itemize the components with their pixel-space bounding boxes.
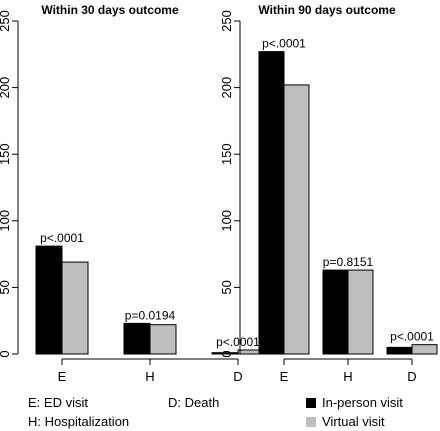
chart-0-bar-E-virtual <box>61 261 89 355</box>
chart-1-y-tick-label-2: 100 <box>219 210 234 232</box>
chart-1-bar-D-in-person <box>386 346 413 355</box>
chart-0-y-tick-label-0: 0 <box>0 350 12 357</box>
chart-0-y-tick-label-2: 100 <box>0 210 12 232</box>
chart-1-pvalue-H: p=0.8151 <box>323 255 374 269</box>
chart-1-bar-D-virtual <box>411 344 438 355</box>
legend-item-in-person: In-person visit <box>306 395 403 411</box>
chart-0-bar-H-in-person <box>123 322 151 355</box>
chart-0-title: Within 30 days outcome <box>41 3 179 17</box>
chart-1-bar-E-virtual <box>283 84 310 355</box>
chart-1-pvalue-E: p<.0001 <box>262 37 306 51</box>
chart-1-x-label-D: D <box>407 369 416 384</box>
chart-1-pvalue-D: p<.0001 <box>390 330 434 344</box>
legend-swatch-virtual <box>306 417 316 427</box>
legend-abbrev-h: H: Hospitalization <box>28 414 129 430</box>
legend-abbrev-d: D: Death <box>168 395 219 411</box>
legend-item-virtual: Virtual visit <box>306 414 385 430</box>
chart-1-title: Within 90 days outcome <box>258 3 396 17</box>
chart-0-y-tick-label-1: 50 <box>0 280 12 294</box>
chart-0-x-label-E: E <box>58 369 67 384</box>
legend-abbrev-h-text: H: Hospitalization <box>28 414 130 429</box>
legend-abbrev-d-text: D: Death <box>168 395 220 410</box>
chart-0-bar-E-in-person <box>35 245 63 355</box>
chart-area: Within 30 days outcome 0 50 100 150 200 250 p<.… <box>0 3 438 384</box>
legend-label-virtual: Virtual visit <box>322 414 385 429</box>
legend-abbrev-e-text: E: ED visit <box>28 395 88 410</box>
chart-0-pvalue-E: p<.0001 <box>40 231 84 245</box>
chart-0-bar-H-virtual <box>149 324 177 355</box>
chart-1-x-label-E: E <box>280 369 289 384</box>
chart-1-y-tick-label-0: 0 <box>219 350 234 357</box>
chart-0-x-label-H: H <box>145 369 154 384</box>
chart-0-x-label-D: D <box>233 369 242 384</box>
legend-swatch-in-person <box>306 398 316 408</box>
legend-abbrev-e: E: ED visit <box>28 395 88 411</box>
chart-0-pvalue-D: p<.0001 <box>216 335 260 349</box>
legend-label-in-person: In-person visit <box>322 395 403 410</box>
chart-1-y-tick-label-4: 200 <box>219 77 234 99</box>
chart-1-y-tick-label-1: 50 <box>219 280 234 294</box>
chart-0-y-tick-label-3: 150 <box>0 143 12 165</box>
chart-1-y-tick-label-3: 150 <box>219 143 234 165</box>
chart-0-pvalue-H: p=0.0194 <box>125 308 176 322</box>
chart-1-bar-H-virtual <box>347 269 374 355</box>
chart-0-y-tick-label-4: 200 <box>0 77 12 99</box>
chart-1-bar-E-in-person <box>258 51 285 355</box>
chart-1-y-tick-label-5: 250 <box>219 10 234 32</box>
chart-1-bar-H-in-person <box>322 269 349 355</box>
chart-0-y-tick-label-5: 250 <box>0 10 12 32</box>
chart-1-x-label-H: H <box>343 369 352 384</box>
